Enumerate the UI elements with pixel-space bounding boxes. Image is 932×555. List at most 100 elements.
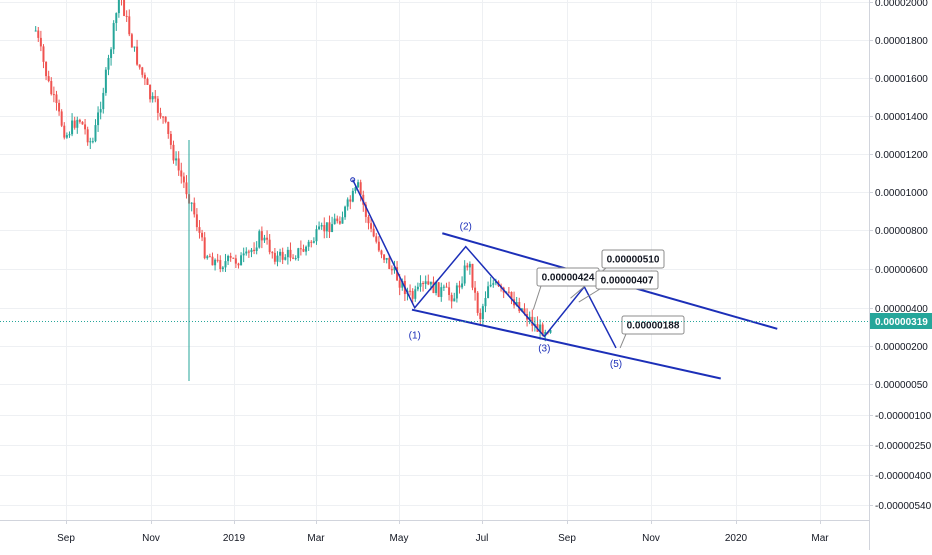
candle-body bbox=[515, 302, 518, 306]
candle-body bbox=[237, 263, 240, 266]
candle-body bbox=[445, 286, 448, 288]
candle-body bbox=[320, 225, 323, 227]
candle-body bbox=[242, 253, 245, 256]
candle-body bbox=[128, 16, 131, 35]
candle-body bbox=[37, 30, 40, 38]
x-tick-label: Nov bbox=[642, 533, 660, 544]
candle-body bbox=[68, 134, 71, 136]
candle-body bbox=[328, 222, 331, 233]
candle-body bbox=[136, 46, 139, 65]
candle-body bbox=[208, 256, 211, 258]
price-callout[interactable]: 0.00000424 bbox=[532, 267, 600, 310]
candle-body bbox=[123, 0, 126, 16]
candle-body bbox=[180, 170, 183, 177]
candle-body bbox=[461, 283, 464, 288]
candle-body bbox=[346, 199, 349, 207]
x-tick-label: Jul bbox=[476, 533, 489, 544]
candle-body bbox=[318, 226, 321, 230]
candle-body bbox=[367, 216, 370, 224]
candle-body bbox=[125, 15, 128, 17]
candle-body bbox=[416, 286, 419, 290]
candle-body bbox=[151, 96, 154, 100]
channel-line[interactable] bbox=[411, 308, 721, 380]
candle-body bbox=[94, 125, 97, 142]
candle-body bbox=[284, 257, 287, 260]
candle-body bbox=[250, 249, 253, 253]
y-tick-label: 0.00001600 bbox=[875, 74, 928, 85]
wave-label: (1) bbox=[409, 330, 421, 341]
callout-label: 0.00000510 bbox=[607, 255, 660, 266]
current-price-label-bg bbox=[870, 313, 932, 329]
candle-body bbox=[463, 265, 466, 284]
callout-box bbox=[595, 270, 659, 290]
candle-body bbox=[359, 182, 362, 195]
candle-body bbox=[216, 259, 219, 261]
y-tick-label: 0.00001400 bbox=[875, 112, 928, 123]
candle-body bbox=[34, 30, 37, 32]
candle-body bbox=[52, 94, 55, 96]
candle-body bbox=[258, 231, 261, 248]
price-callout[interactable]: 0.00000510 bbox=[570, 249, 665, 299]
candle-body bbox=[112, 23, 115, 50]
candle-body bbox=[175, 158, 178, 161]
candle-body bbox=[549, 330, 552, 333]
candle-body bbox=[377, 241, 380, 251]
candle-body bbox=[333, 218, 336, 225]
candle-body bbox=[117, 0, 120, 14]
candle-body bbox=[198, 227, 201, 233]
candle-body bbox=[78, 119, 81, 122]
candle-body bbox=[388, 257, 391, 269]
elliott-wave-path[interactable] bbox=[352, 179, 617, 349]
candle-body bbox=[372, 228, 375, 237]
y-tick-label: 0.00000600 bbox=[875, 265, 928, 276]
candle-body bbox=[245, 251, 248, 254]
candle-body bbox=[286, 249, 289, 258]
y-tick-label: 0.00000200 bbox=[875, 342, 928, 353]
candle-body bbox=[84, 124, 87, 130]
candle-body bbox=[292, 257, 295, 259]
candle-body bbox=[539, 324, 542, 332]
candle-body bbox=[263, 237, 266, 241]
candle-body bbox=[476, 292, 479, 313]
candle-body bbox=[354, 187, 357, 191]
candle-body bbox=[450, 294, 453, 302]
candle-body bbox=[45, 61, 48, 77]
candle-body bbox=[481, 306, 484, 319]
candle-body bbox=[492, 283, 495, 285]
candle-body bbox=[214, 259, 217, 266]
candle-body bbox=[544, 332, 547, 336]
candle-body bbox=[305, 246, 308, 252]
candle-body bbox=[42, 46, 45, 62]
candle-body bbox=[247, 251, 250, 253]
y-tick-label: 0.00002000 bbox=[875, 0, 928, 9]
candle-body bbox=[297, 248, 300, 259]
candle-body bbox=[177, 158, 180, 171]
candle-body bbox=[312, 241, 315, 243]
candle-body bbox=[221, 267, 224, 270]
wave-label: (5) bbox=[610, 359, 622, 370]
y-tick-label: 0.00000050 bbox=[875, 380, 928, 391]
candle-body bbox=[531, 316, 534, 326]
candle-body bbox=[351, 190, 354, 202]
candle-body bbox=[349, 199, 352, 202]
candle-body bbox=[143, 74, 146, 79]
candle-body bbox=[39, 37, 42, 47]
candle-body bbox=[487, 286, 490, 299]
candle-body bbox=[224, 261, 227, 268]
current-price-label: 0.00000319 bbox=[875, 317, 928, 328]
candle-body bbox=[325, 222, 328, 232]
candle-body bbox=[276, 255, 279, 262]
candle-body bbox=[440, 287, 443, 297]
candle-body bbox=[73, 120, 76, 128]
callouts: 0.00000510 0.00000424 0.00000407 0.00000188 bbox=[532, 249, 685, 349]
candle-body bbox=[409, 290, 412, 292]
candle-body bbox=[167, 121, 170, 134]
price-callout[interactable]: 0.00000407 bbox=[578, 270, 659, 303]
y-axis: 0.00002000 0.00001800 0.00001600 0.00001400… bbox=[869, 0, 932, 512]
x-tick-label: Nov bbox=[142, 533, 160, 544]
callout-box bbox=[621, 315, 685, 335]
candle-body bbox=[393, 267, 396, 271]
wave-start-handle[interactable] bbox=[350, 177, 356, 183]
price-callout[interactable]: 0.00000188 bbox=[619, 315, 685, 349]
